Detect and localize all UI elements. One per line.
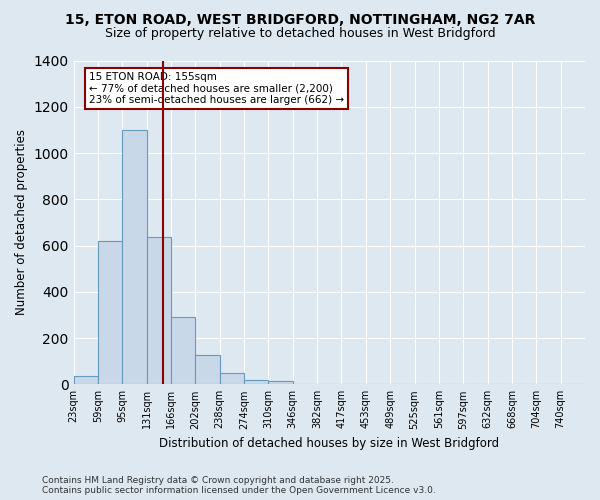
Bar — [122, 130, 146, 384]
Y-axis label: Number of detached properties: Number of detached properties — [15, 130, 28, 316]
Bar — [98, 241, 122, 384]
Bar — [146, 238, 171, 384]
Bar — [220, 372, 244, 384]
Bar — [196, 356, 220, 384]
Text: 15, ETON ROAD, WEST BRIDGFORD, NOTTINGHAM, NG2 7AR: 15, ETON ROAD, WEST BRIDGFORD, NOTTINGHA… — [65, 12, 535, 26]
Bar — [74, 376, 98, 384]
Text: 15 ETON ROAD: 155sqm
← 77% of detached houses are smaller (2,200)
23% of semi-de: 15 ETON ROAD: 155sqm ← 77% of detached h… — [89, 72, 344, 105]
Bar — [171, 317, 196, 384]
Text: Size of property relative to detached houses in West Bridgford: Size of property relative to detached ho… — [104, 28, 496, 40]
Bar — [268, 381, 293, 384]
Bar — [244, 380, 268, 384]
Text: Contains HM Land Registry data © Crown copyright and database right 2025.
Contai: Contains HM Land Registry data © Crown c… — [42, 476, 436, 495]
X-axis label: Distribution of detached houses by size in West Bridgford: Distribution of detached houses by size … — [159, 437, 499, 450]
